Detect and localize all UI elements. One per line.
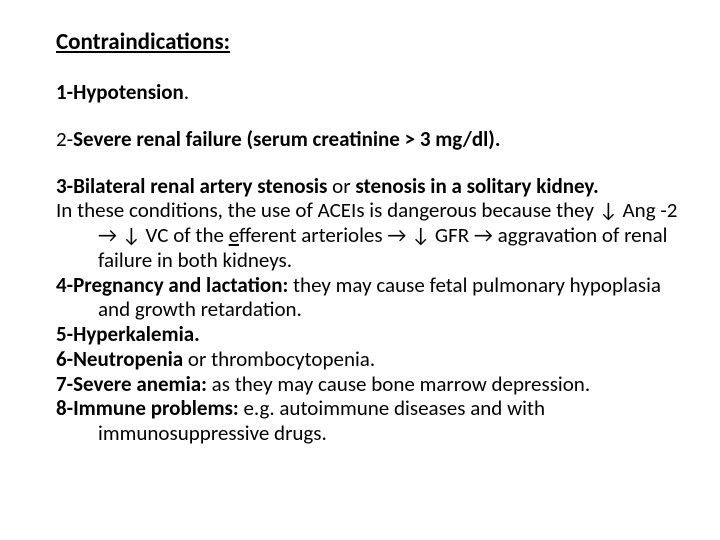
item-3-bold-b: stenosis in a solitary kidney.: [355, 173, 598, 199]
item-6: 6-Neutropenia or thrombocytopenia.: [56, 347, 684, 372]
item-8: 8-Immune problems: e.g. autoimmune disea…: [56, 396, 684, 446]
item-5: 5-Hyperkalemia.: [56, 322, 684, 347]
item-1-period: .: [184, 79, 189, 105]
item-4: 4-Pregnancy and lactation: they may caus…: [56, 273, 684, 323]
item-3-line1: 3-Bilateral renal artery stenosis or ste…: [56, 174, 684, 199]
item-2-prefix: 2-: [56, 126, 73, 152]
item-7-bold: 7-Severe anemia:: [56, 371, 207, 397]
item-3-body: In these conditions, the use of ACEIs is…: [56, 198, 684, 272]
item-2: 2-Severe renal failure (serum creatinine…: [56, 127, 684, 152]
item-6-body: or thrombocytopenia.: [183, 346, 375, 372]
item-4-bold: 4-Pregnancy and lactation:: [56, 272, 288, 298]
item-5-bold: 5-Hyperkalemia.: [56, 321, 200, 347]
heading-contraindications: Contraindications:: [56, 28, 684, 56]
slide-content: Contraindications: 1-Hypotension. 2-Seve…: [0, 0, 720, 540]
item-7: 7-Severe anemia: as they may cause bone …: [56, 372, 684, 397]
item-7-body: as they may cause bone marrow depression…: [207, 371, 590, 397]
items-3-8: 3-Bilateral renal artery stenosis or ste…: [56, 174, 684, 446]
item-2-bold: Severe renal failure (serum creatinine >…: [73, 126, 500, 152]
item-6-bold: 6-Neutropenia: [56, 346, 183, 372]
item-3-bold-a: 3-Bilateral renal artery stenosis: [56, 173, 327, 199]
item-3-underline-e: e: [229, 222, 239, 248]
item-8-bold: 8-Immune problems:: [56, 395, 239, 421]
item-1-label: 1-Hypotension: [56, 79, 184, 105]
item-3-mid: or: [327, 173, 355, 199]
item-1: 1-Hypotension.: [56, 80, 684, 105]
